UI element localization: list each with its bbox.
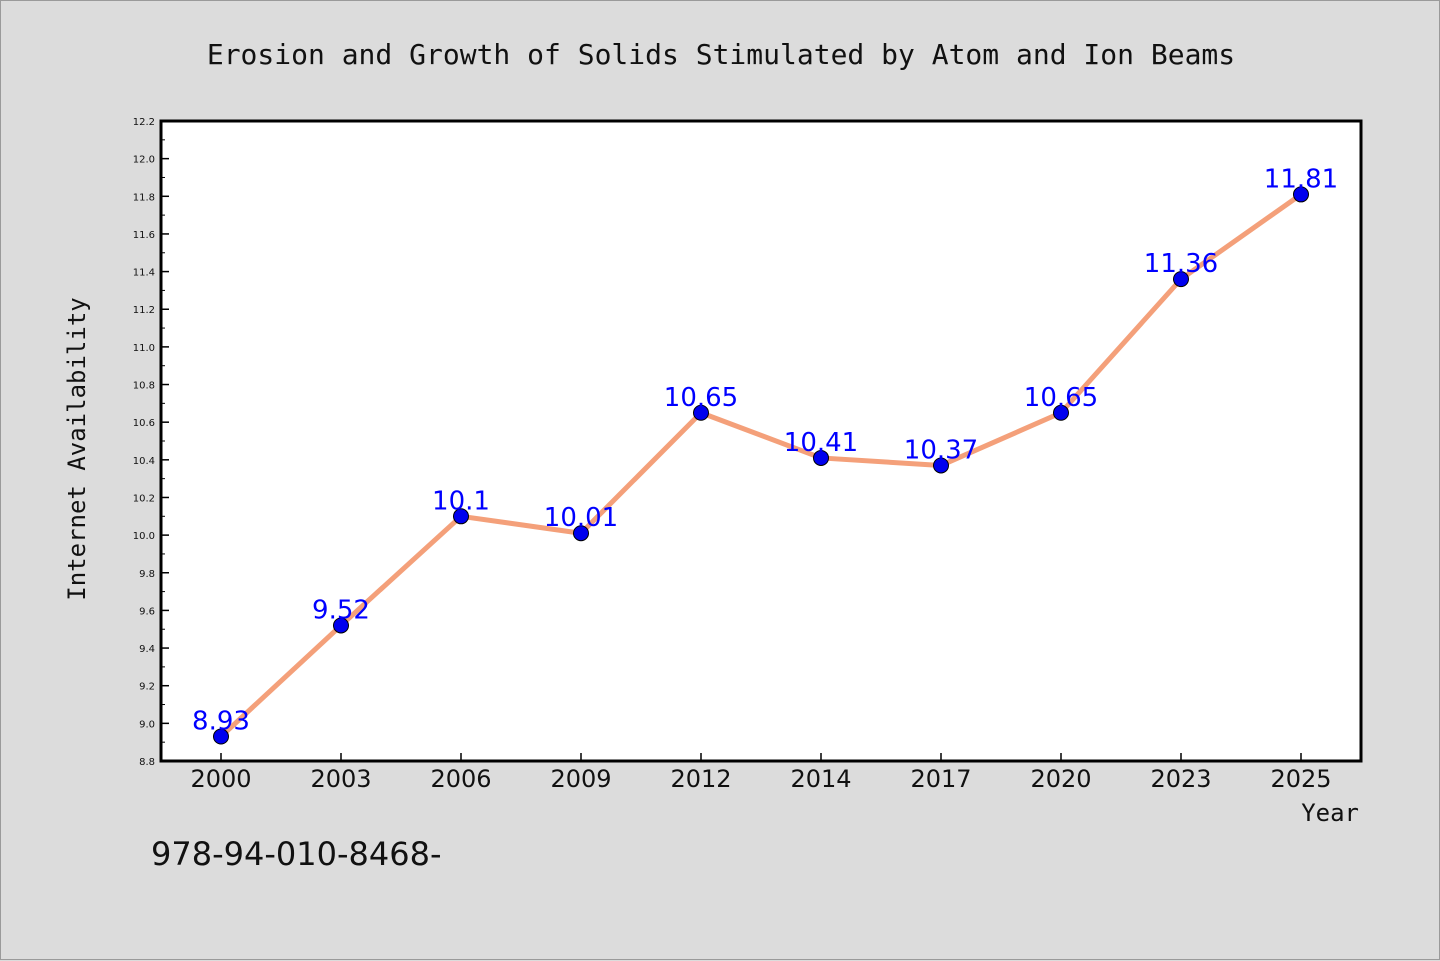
data-point-marker bbox=[573, 525, 589, 542]
x-tick-label: 2006 bbox=[430, 765, 491, 793]
data-point-marker bbox=[213, 728, 229, 745]
y-tick-label: 10.8 bbox=[133, 381, 155, 392]
data-point-marker bbox=[1293, 186, 1309, 203]
chart-title: Erosion and Growth of Solids Stimulated … bbox=[207, 38, 1235, 71]
x-tick-label: 2020 bbox=[1030, 765, 1091, 793]
x-tick-label: 2000 bbox=[190, 765, 251, 793]
y-tick-label: 11.6 bbox=[133, 230, 155, 241]
y-tick-label: 11.8 bbox=[133, 192, 155, 203]
data-point-marker bbox=[333, 617, 349, 634]
y-tick-label: 8.8 bbox=[139, 757, 155, 768]
y-tick-label: 10.4 bbox=[133, 456, 155, 467]
data-point-marker bbox=[813, 449, 829, 466]
y-tick-label: 12.0 bbox=[133, 155, 155, 166]
y-axis-label: Internet Availability bbox=[63, 297, 91, 600]
x-tick-label: 2003 bbox=[310, 765, 371, 793]
data-point-label: 11.81 bbox=[1264, 164, 1338, 194]
series-line bbox=[219, 192, 1303, 739]
data-point-marker bbox=[453, 508, 469, 525]
x-tick-label: 2009 bbox=[550, 765, 611, 793]
y-tick-label: 9.4 bbox=[139, 644, 155, 655]
data-point-label: 9.52 bbox=[312, 595, 370, 625]
y-tick-label: 12.2 bbox=[133, 117, 155, 128]
data-point-label: 10.1 bbox=[432, 486, 490, 516]
data-point-label: 8.93 bbox=[192, 707, 250, 737]
y-tick-label: 11.0 bbox=[133, 343, 155, 354]
y-tick-label: 11.4 bbox=[133, 268, 155, 279]
x-tick-label: 2023 bbox=[1150, 765, 1211, 793]
x-tick-label: 2012 bbox=[670, 765, 731, 793]
plot-area bbox=[161, 121, 1361, 761]
x-tick-label: 2025 bbox=[1270, 765, 1331, 793]
y-tick-label: 9.8 bbox=[139, 569, 155, 580]
data-labels: 8.93 9.52 10.1 10.01 10.65 10.41 10.37 10.65 11.… bbox=[192, 164, 1338, 736]
x-tick-label: 2014 bbox=[790, 765, 851, 793]
y-tick-label: 11.2 bbox=[133, 305, 155, 316]
y-tick-label: 10.0 bbox=[133, 531, 155, 542]
y-tick-label: 10.2 bbox=[133, 493, 155, 504]
y-tick-label: 9.0 bbox=[139, 719, 155, 730]
data-point-marker bbox=[1173, 271, 1189, 288]
x-tick-label: 2017 bbox=[910, 765, 971, 793]
footer-id-text: 978-94-010-8468- bbox=[151, 835, 442, 873]
y-axis-ticks: 8.8 9.0 9.2 9.4 9.6 9.8 10.0 10.2 10.4 10.6 10.8 11… bbox=[133, 117, 169, 768]
plot-frame bbox=[159, 119, 1363, 763]
data-point-label: 10.65 bbox=[1024, 383, 1098, 413]
data-point-label: 10.65 bbox=[664, 383, 738, 413]
data-point-label: 10.41 bbox=[784, 428, 858, 458]
data-point-marker bbox=[693, 404, 709, 421]
x-axis-ticks: 2000 2003 2006 2009 2012 2014 2017 2020 2023 2025 bbox=[190, 753, 1332, 793]
y-tick-label: 10.6 bbox=[133, 418, 155, 429]
data-point-marker bbox=[933, 457, 949, 474]
series-markers bbox=[213, 186, 1309, 745]
data-point-label: 11.36 bbox=[1144, 249, 1218, 279]
data-point-marker bbox=[1053, 404, 1069, 421]
y-tick-label: 9.6 bbox=[139, 606, 155, 617]
data-point-label: 10.37 bbox=[904, 435, 978, 465]
data-point-label: 10.01 bbox=[544, 503, 618, 533]
x-axis-label: Year bbox=[1301, 799, 1359, 827]
y-tick-label: 9.2 bbox=[139, 682, 155, 693]
